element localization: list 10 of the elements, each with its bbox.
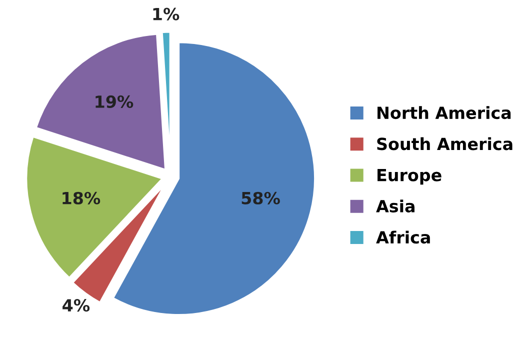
legend-label: Africa: [376, 230, 430, 244]
legend-label: North America: [378, 106, 511, 120]
data-label: 58%: [242, 192, 280, 204]
legend-label: South America: [377, 137, 512, 150]
data-label: 1%: [153, 8, 180, 20]
data-label: 19%: [96, 95, 134, 108]
data-label: 4%: [62, 299, 90, 312]
legend-label: Asia: [376, 200, 414, 212]
data-label: 18%: [62, 192, 100, 204]
legend-label: Europe: [378, 168, 442, 185]
